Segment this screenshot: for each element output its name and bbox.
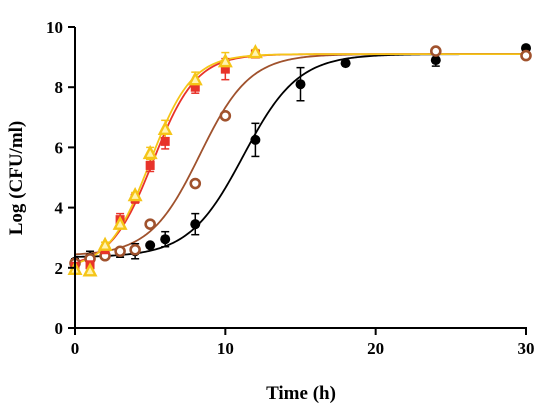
data-point <box>430 55 441 66</box>
data-point <box>295 79 306 90</box>
ticks: 0 10 20 30 0 2 4 6 8 10 <box>46 18 535 358</box>
x-tick-label: 0 <box>71 339 80 358</box>
data-point <box>190 82 200 92</box>
x-tick-label: 30 <box>518 339 535 358</box>
data-point <box>145 240 156 251</box>
data-point <box>340 58 351 69</box>
y-tick-label: 0 <box>55 319 64 338</box>
data-point <box>190 219 201 230</box>
axes <box>74 27 527 329</box>
data-point <box>129 243 141 256</box>
data-point <box>220 64 230 74</box>
data-point <box>160 234 171 245</box>
data-point <box>520 49 532 62</box>
data-point <box>82 262 98 277</box>
data-point <box>187 71 203 86</box>
y-tick-label: 6 <box>55 138 64 157</box>
data-point <box>97 236 113 251</box>
data-point <box>429 45 442 57</box>
data-point <box>145 160 155 170</box>
y-tick-label: 2 <box>55 259 64 278</box>
y-tick-label: 8 <box>55 78 64 97</box>
data-point <box>160 136 170 146</box>
data-point <box>217 53 233 68</box>
x-tick-label: 10 <box>217 339 234 358</box>
data-point <box>142 144 158 160</box>
data-point <box>189 177 202 190</box>
x-axis-title: Time (h) <box>266 383 336 404</box>
y-tick-label: 10 <box>46 18 63 37</box>
x-tick-label: 20 <box>367 339 384 358</box>
data-point <box>112 215 128 230</box>
data-point <box>247 43 263 59</box>
data-point <box>250 134 261 145</box>
data-point <box>144 218 156 230</box>
data-point <box>157 120 173 136</box>
data-point <box>114 245 126 258</box>
data-point <box>127 186 143 202</box>
data-points <box>67 43 532 277</box>
y-tick-label: 4 <box>55 199 64 218</box>
y-axis-title: Log (CFU/ml) <box>6 121 27 236</box>
data-point <box>219 109 232 122</box>
